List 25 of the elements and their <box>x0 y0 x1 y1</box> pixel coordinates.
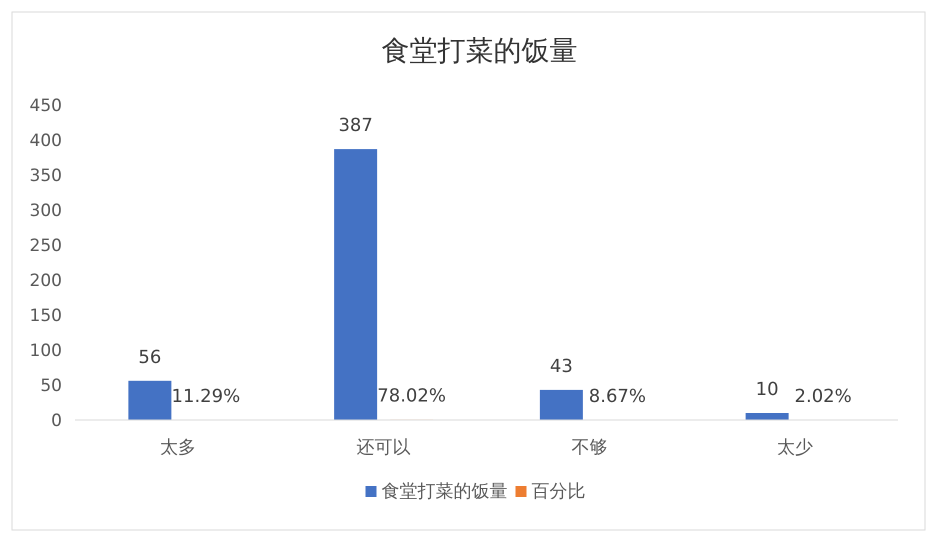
y-tick-label: 150 <box>30 306 62 326</box>
x-tick-label: 太多 <box>160 437 196 458</box>
y-tick-label: 50 <box>40 376 62 396</box>
data-label: 2.02% <box>794 386 852 407</box>
x-tick-label: 不够 <box>571 437 608 458</box>
legend-label: 百分比 <box>532 481 586 502</box>
y-tick-label: 0 <box>51 411 62 431</box>
x-tick-label: 还可以 <box>356 437 411 458</box>
chart-title: 食堂打菜的饭量 <box>382 34 578 67</box>
data-label: 387 <box>338 115 373 136</box>
x-tick-label: 太少 <box>777 437 814 458</box>
y-tick-label: 350 <box>30 166 62 186</box>
y-tick-label: 200 <box>30 271 62 291</box>
y-tick-label: 450 <box>30 96 62 116</box>
y-tick-label: 250 <box>30 236 62 256</box>
y-tick-label: 100 <box>30 341 62 361</box>
data-label: 43 <box>550 356 573 377</box>
y-tick-label: 400 <box>30 131 62 151</box>
data-label: 78.02% <box>377 385 446 406</box>
y-tick-label: 300 <box>30 201 62 221</box>
legend-label: 食堂打菜的饭量 <box>382 481 508 502</box>
data-label: 8.67% <box>588 386 646 407</box>
data-label: 11.29% <box>172 386 240 407</box>
data-label: 10 <box>756 379 779 400</box>
data-label: 56 <box>138 346 162 368</box>
